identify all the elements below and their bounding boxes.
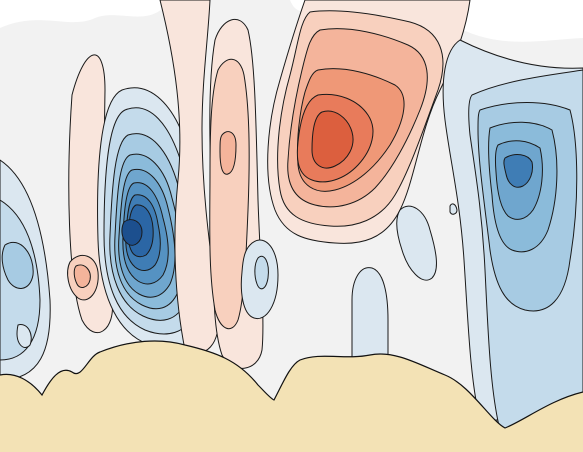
right-blue-vortex <box>468 69 583 431</box>
left-blue-lobe <box>0 159 51 381</box>
upper-red-lobe <box>267 0 471 244</box>
small-blue-blob <box>240 239 279 320</box>
terrain <box>0 340 583 452</box>
terrain-outline <box>0 340 583 429</box>
